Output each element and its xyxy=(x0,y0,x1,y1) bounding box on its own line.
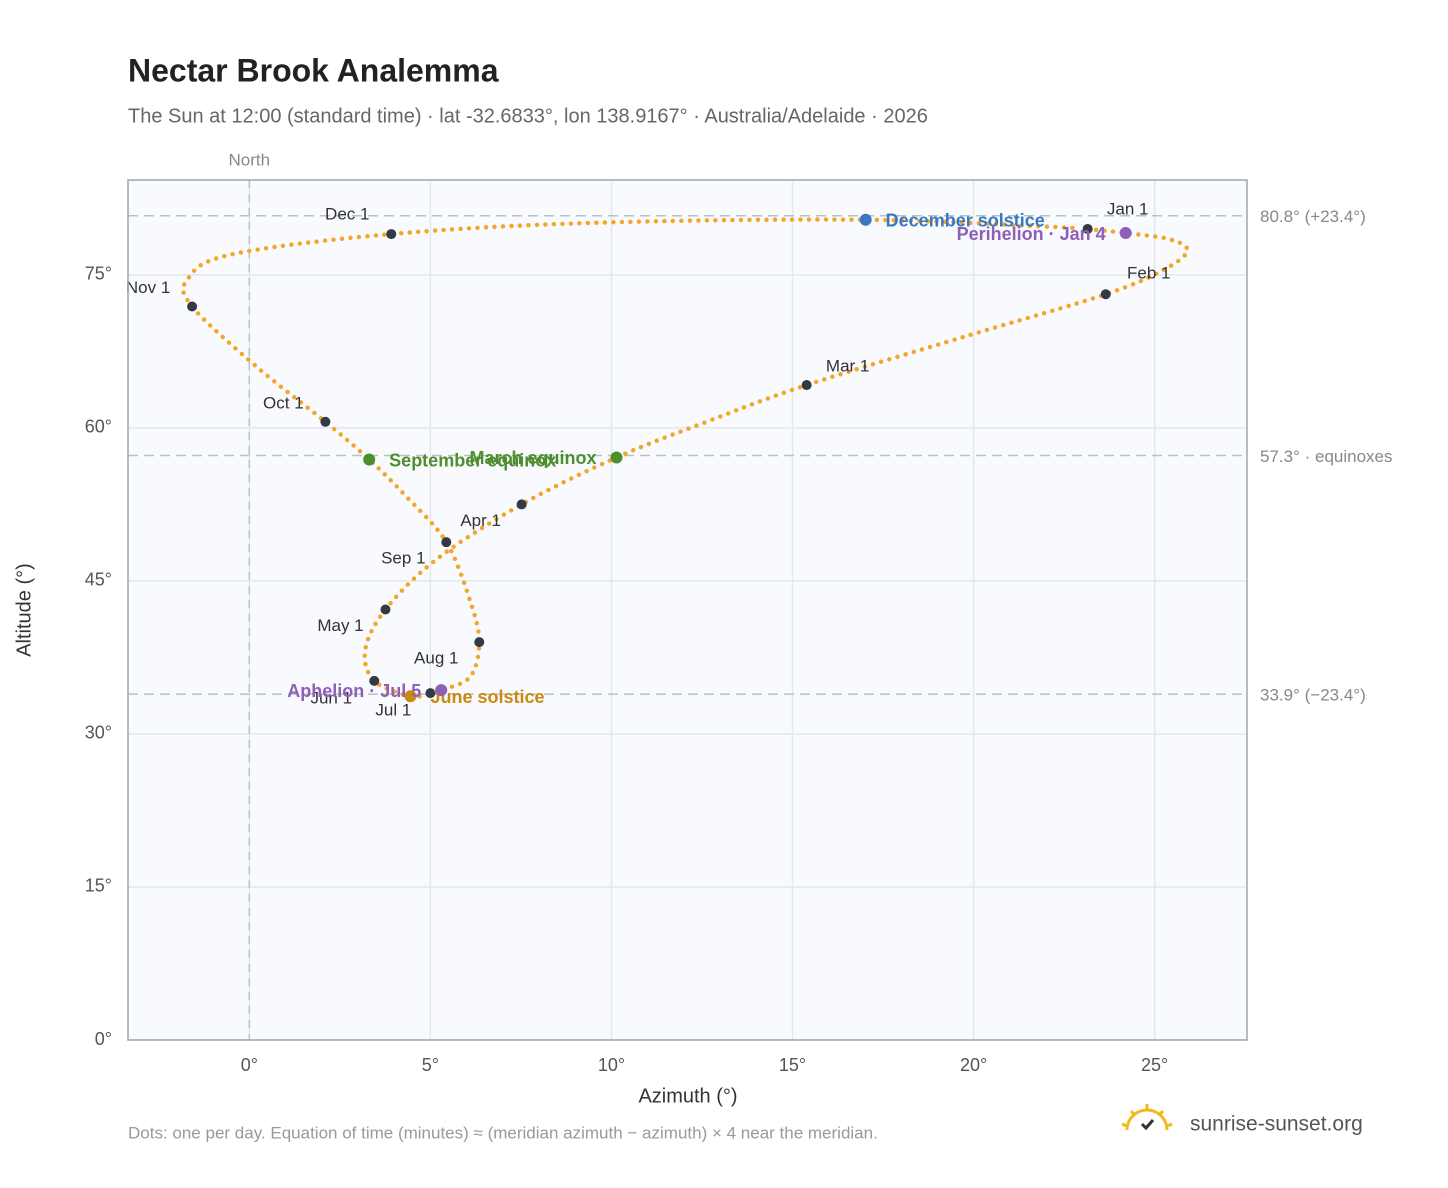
x-axis-title: Azimuth (°) xyxy=(638,1085,737,1107)
y-tick-label: 45° xyxy=(85,570,112,590)
month-label: Jul 1 xyxy=(375,701,411,720)
month-point xyxy=(474,637,485,648)
y-axis-title: Altitude (°) xyxy=(13,563,35,657)
month-label: Dec 1 xyxy=(325,205,369,224)
month-point xyxy=(1082,223,1093,234)
month-point xyxy=(441,537,452,548)
y-tick-label: 30° xyxy=(85,723,112,743)
y-tick-label: 15° xyxy=(85,876,112,896)
month-label: Nov 1 xyxy=(126,278,170,297)
month-point xyxy=(320,416,331,427)
month-point xyxy=(187,301,198,312)
month-label: Feb 1 xyxy=(1127,264,1170,283)
y-tick-label: 0° xyxy=(95,1029,112,1049)
event-label: Perihelion · Jan 4 xyxy=(957,224,1106,244)
event-label: December solstice xyxy=(886,211,1045,231)
month-label: Oct 1 xyxy=(263,393,304,412)
y-tick-label: 60° xyxy=(85,417,112,437)
month-label: Jun 1 xyxy=(310,688,352,707)
month-point xyxy=(380,604,391,615)
month-point xyxy=(386,229,397,240)
event-point xyxy=(859,213,872,226)
event-label: June solstice xyxy=(430,687,544,707)
reference-label: 80.8° (+23.4°) xyxy=(1260,207,1366,226)
event-point xyxy=(435,684,448,697)
logo-icon xyxy=(1121,1104,1173,1131)
plot-border xyxy=(127,179,1248,1041)
month-label: Apr 1 xyxy=(460,511,501,530)
event-label: March equinox xyxy=(469,448,596,468)
chart-title: Nectar Brook Analemma xyxy=(128,52,499,88)
month-point xyxy=(425,688,436,699)
event-label: September equinox xyxy=(389,450,556,470)
month-point xyxy=(369,675,380,686)
x-tick-label: 25° xyxy=(1141,1055,1168,1075)
event-point xyxy=(404,690,417,703)
x-tick-label: 5° xyxy=(422,1055,439,1075)
month-label: Sep 1 xyxy=(381,549,425,568)
north-label: North xyxy=(229,150,271,169)
event-label: Aphelion · Jul 5 xyxy=(287,681,421,701)
plot-area xyxy=(128,180,1247,1040)
x-tick-label: 20° xyxy=(960,1055,987,1075)
month-label: Aug 1 xyxy=(414,649,458,668)
reference-label: 33.9° (−23.4°) xyxy=(1260,686,1366,705)
event-point xyxy=(1119,227,1132,240)
month-label: May 1 xyxy=(317,616,363,635)
y-tick-label: 75° xyxy=(85,264,112,284)
month-label: Mar 1 xyxy=(826,357,869,376)
x-tick-label: 0° xyxy=(241,1055,258,1075)
brand: sunrise-sunset.org xyxy=(1190,1113,1363,1136)
chart-subtitle: The Sun at 12:00 (standard time) · lat -… xyxy=(128,105,928,127)
month-point xyxy=(516,499,527,510)
month-label: Jan 1 xyxy=(1107,199,1149,218)
reference-label: 57.3° · equinoxes xyxy=(1260,447,1393,466)
event-point xyxy=(363,453,376,466)
month-point xyxy=(801,380,812,391)
x-tick-label: 10° xyxy=(598,1055,625,1075)
x-tick-label: 15° xyxy=(779,1055,806,1075)
month-point xyxy=(1100,289,1111,300)
footnote: Dots: one per day. Equation of time (min… xyxy=(128,1123,878,1142)
event-point xyxy=(610,451,623,464)
